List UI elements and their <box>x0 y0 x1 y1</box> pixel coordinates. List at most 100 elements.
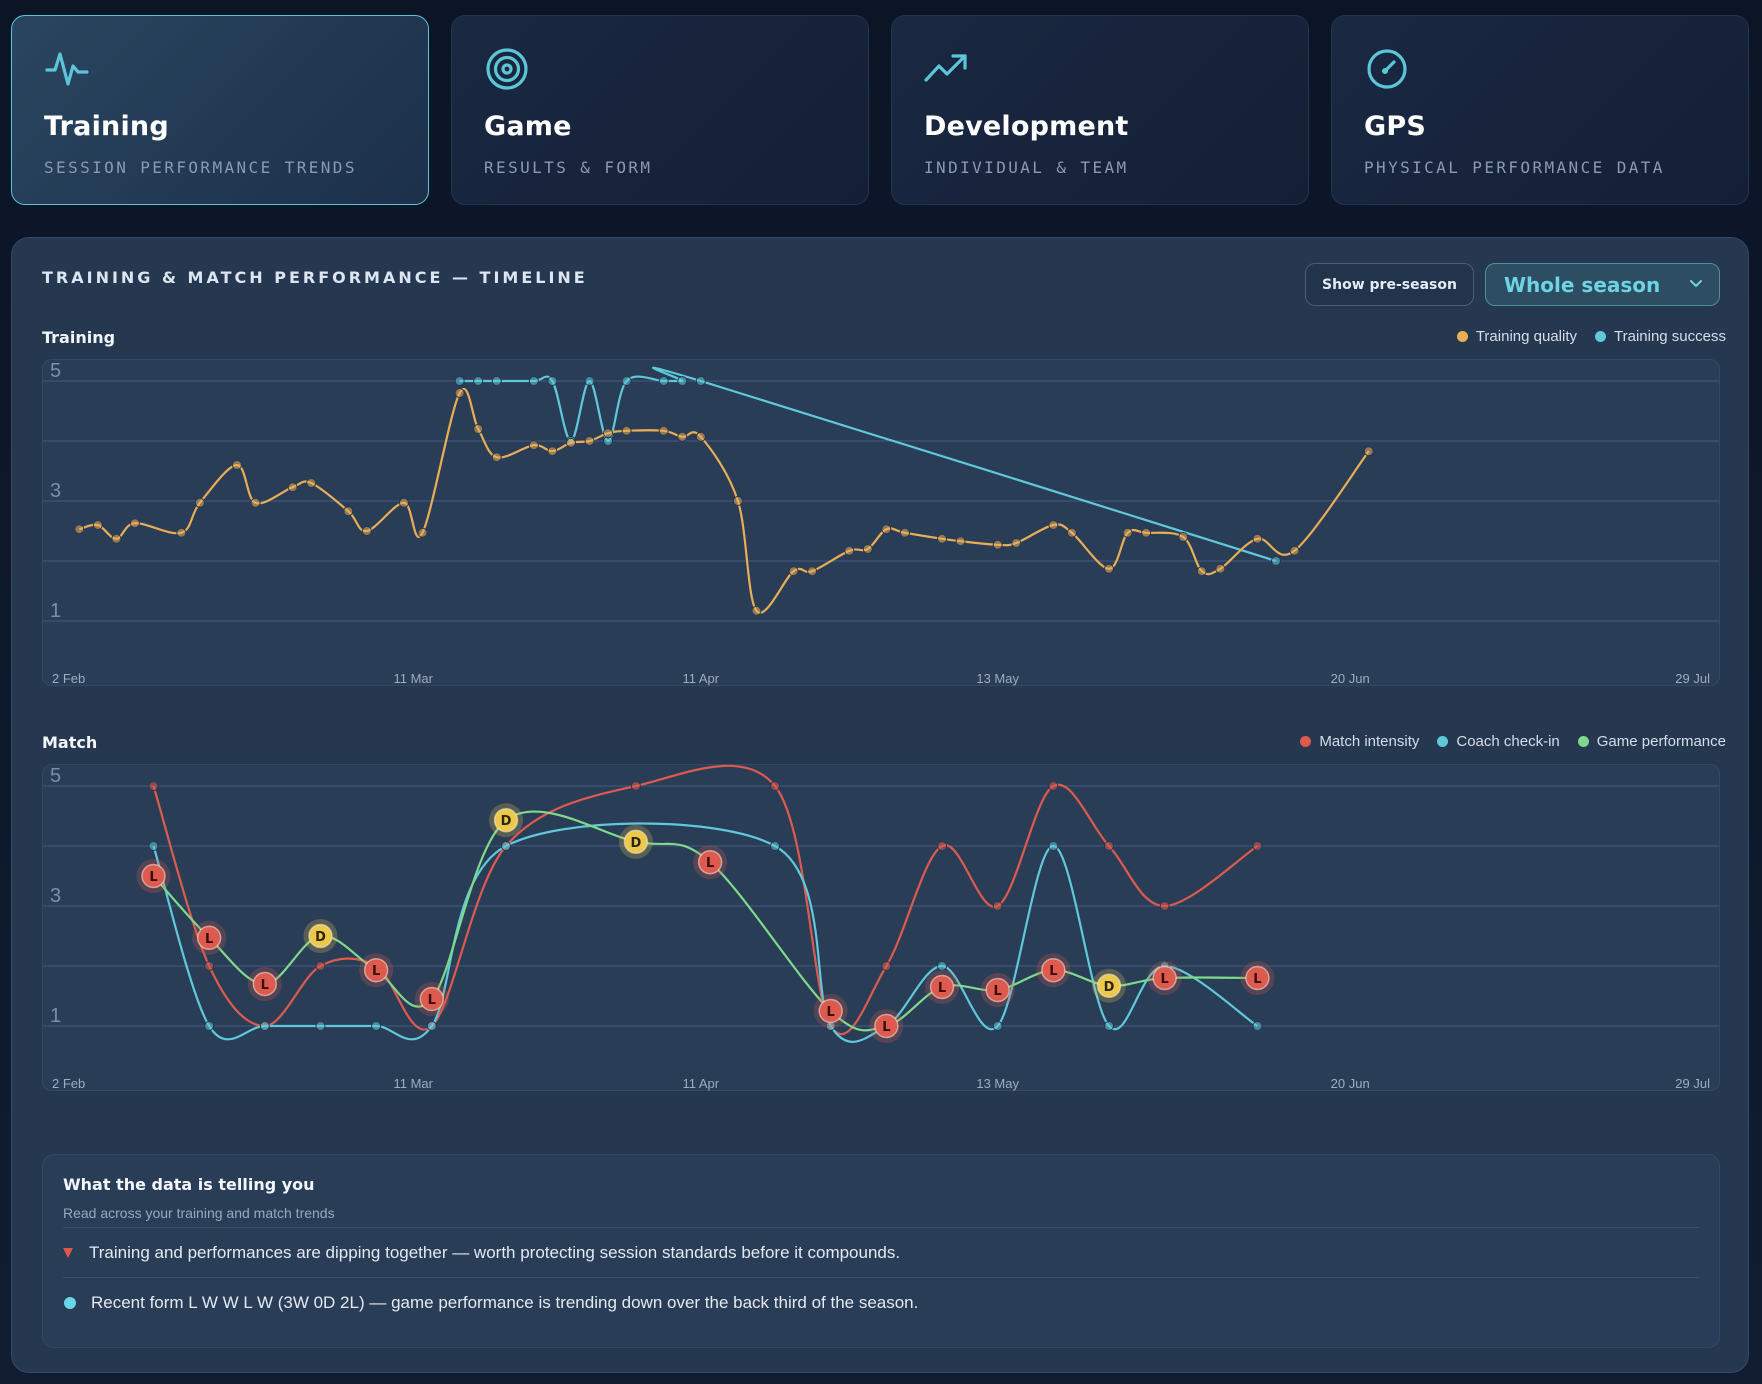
training-success-point <box>584 376 595 386</box>
legend-label: Match intensity <box>1319 733 1420 750</box>
training-quality-point <box>1363 446 1374 457</box>
legend-dot <box>1595 331 1606 342</box>
match-intensity-point <box>204 961 215 971</box>
result-marker-disc <box>141 863 166 889</box>
match-chart: 5 3 1 2 Feb 11 Mar 11 Apr 13 May 20 Jun 29 Jul L L… <box>43 764 1719 1091</box>
coach-checkin-point <box>204 1021 215 1031</box>
result-marker-label: L <box>882 1020 890 1035</box>
section-nav: Training SESSION PERFORMANCE TRENDS Game… <box>11 15 1749 205</box>
coach-checkin-point <box>992 1021 1003 1031</box>
coach-checkin-point <box>501 841 512 851</box>
training-success-point <box>491 376 502 386</box>
result-marker: L <box>925 970 960 1004</box>
training-quality-point <box>603 428 614 439</box>
match-intensity-line <box>152 764 1258 1036</box>
target-icon <box>486 48 528 90</box>
insights-title: What the data is telling you <box>63 1175 315 1194</box>
result-marker-disc <box>493 807 519 833</box>
training-quality-point <box>1289 545 1300 556</box>
match-intensity-point <box>315 961 326 971</box>
coach-checkin-point <box>426 1021 437 1031</box>
training-quality-point <box>1122 527 1133 538</box>
training-quality-point <box>92 520 103 530</box>
result-marker-label: D <box>501 814 512 829</box>
training-quality-point <box>194 497 205 508</box>
nav-card-development[interactable]: Development INDIVIDUAL & TEAM <box>891 15 1309 205</box>
result-marker-disc <box>1245 965 1270 991</box>
training-xtick-label: 29 Jul <box>1675 671 1710 686</box>
training-quality-point <box>1196 566 1207 577</box>
result-marker-label: L <box>706 856 714 871</box>
training-quality-point <box>528 440 539 451</box>
insight-text: Recent form L W W L W (3W 0D 2L) — game … <box>91 1292 919 1312</box>
result-marker-disc <box>1041 957 1066 983</box>
result-marker: L <box>1147 961 1182 995</box>
match-intensity-point <box>1252 841 1263 851</box>
training-success-point <box>547 376 558 386</box>
training-success-point <box>695 376 706 386</box>
match-ytick-label: 5 <box>50 765 61 787</box>
insights-subtitle: Read across your training and match tren… <box>63 1205 335 1221</box>
coach-checkin-point <box>1252 1021 1263 1031</box>
insight-item: Recent form L W W L W (3W 0D 2L) — game … <box>63 1277 1699 1327</box>
result-marker-label: L <box>205 932 213 947</box>
training-xtick-label: 13 May <box>976 671 1019 686</box>
match-ytick-label: 1 <box>50 1005 61 1027</box>
training-quality-point <box>417 527 428 538</box>
legend-dot <box>1300 736 1312 747</box>
nav-card-training[interactable]: Training SESSION PERFORMANCE TRENDS <box>11 15 429 205</box>
match-intensity-point <box>881 961 892 971</box>
coach-checkin-point <box>315 1021 326 1031</box>
training-quality-point <box>621 425 632 436</box>
insight-text: Training and performances are dipping to… <box>89 1242 901 1262</box>
result-marker-label: L <box>149 870 157 885</box>
chevron-down-icon <box>1690 280 1702 287</box>
coach-checkin-point <box>148 841 159 851</box>
match-xtick-label: 11 Apr <box>683 1076 720 1091</box>
season-select[interactable]: Whole season <box>1485 263 1720 306</box>
training-quality-point <box>111 533 122 544</box>
result-marker-label: D <box>630 836 641 851</box>
result-marker: D <box>618 824 653 859</box>
result-marker-label: D <box>315 930 326 945</box>
result-marker-disc <box>363 957 389 983</box>
training-quality-point <box>250 497 261 508</box>
nav-card-subtitle: SESSION PERFORMANCE TRENDS <box>44 158 357 177</box>
result-marker: L <box>247 967 282 1001</box>
nav-card-gps[interactable]: GPS PHYSICAL PERFORMANCE DATA <box>1331 15 1749 205</box>
match-section-label: Match <box>42 733 98 752</box>
training-quality-point <box>1252 533 1263 544</box>
show-preseason-button[interactable]: Show pre-season <box>1305 263 1474 306</box>
result-marker: L <box>693 845 728 880</box>
training-quality-point <box>899 527 910 538</box>
training-quality-point <box>937 533 948 544</box>
training-quality-point <box>881 524 892 535</box>
result-marker-disc <box>818 998 843 1024</box>
training-ytick-label: 3 <box>50 480 61 502</box>
match-legend: Match intensity Coach check-in Game perf… <box>1300 733 1726 750</box>
training-quality-point <box>398 497 409 508</box>
legend-dot <box>1456 331 1468 342</box>
panel-title: TRAINING & MATCH PERFORMANCE — TIMELINE <box>42 268 588 287</box>
nav-card-title: Game <box>484 111 572 142</box>
training-quality-point <box>1178 532 1189 542</box>
training-success-point <box>621 376 632 386</box>
timeline-panel: TRAINING & MATCH PERFORMANCE — TIMELINE … <box>11 237 1749 1373</box>
result-marker: L <box>359 953 394 988</box>
legend-dot <box>1437 736 1449 747</box>
training-quality-point <box>129 518 140 529</box>
dot-icon <box>64 1296 76 1309</box>
training-quality-point <box>547 446 558 457</box>
training-quality-point <box>473 424 484 434</box>
result-marker-label: D <box>1104 980 1115 995</box>
training-quality-point <box>287 482 298 493</box>
training-quality-point <box>1048 520 1059 530</box>
result-marker-disc <box>308 923 333 949</box>
training-quality-point <box>454 388 465 398</box>
training-quality-point <box>1104 563 1115 574</box>
nav-card-game[interactable]: Game RESULTS & FORM <box>451 15 869 205</box>
result-marker: L <box>136 859 171 893</box>
activity-icon <box>45 52 89 86</box>
training-success-point <box>473 376 484 386</box>
coach-checkin-point <box>371 1021 382 1031</box>
